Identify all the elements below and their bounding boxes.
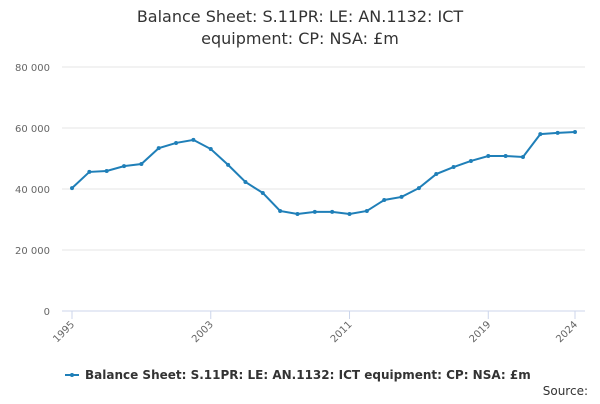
legend-symbol <box>70 373 74 377</box>
series-line <box>71 130 576 216</box>
x-tick-label: 1995 <box>51 319 77 345</box>
y-tick-label: 80 000 <box>15 63 50 74</box>
point <box>208 147 213 152</box>
point <box>503 154 508 159</box>
y-tick-label: 40 000 <box>15 185 50 196</box>
x-tick-label: 2019 <box>468 319 494 345</box>
point <box>451 165 456 170</box>
x-tick-label: 2003 <box>190 319 216 345</box>
point <box>538 132 543 137</box>
point <box>191 137 196 142</box>
point <box>573 129 577 134</box>
point <box>260 190 265 195</box>
x-tick-label: 2024 <box>554 319 580 345</box>
legend-label: Balance Sheet: S.11PR: LE: AN.1132: ICT … <box>85 368 531 382</box>
point <box>312 209 317 214</box>
point <box>382 197 387 202</box>
y-tick-label: 0 <box>44 307 50 318</box>
point <box>486 154 491 159</box>
point <box>174 140 179 145</box>
point <box>434 172 439 177</box>
point <box>399 194 404 199</box>
point <box>330 209 335 214</box>
point <box>243 179 248 184</box>
y-tick-label: 20 000 <box>15 246 50 257</box>
y-tick-label: 60 000 <box>15 124 50 135</box>
point <box>468 158 473 163</box>
point <box>156 146 161 151</box>
x-tick-label: 2011 <box>329 319 355 345</box>
point <box>364 208 369 213</box>
point <box>295 212 300 217</box>
point <box>278 208 283 213</box>
point <box>416 186 421 191</box>
point <box>555 130 560 135</box>
point <box>347 212 352 217</box>
point <box>122 164 127 169</box>
point <box>87 169 92 174</box>
source: Source: <box>543 384 588 398</box>
point <box>139 161 144 166</box>
point <box>520 154 525 159</box>
point <box>104 169 109 174</box>
point <box>70 186 74 191</box>
chart-title: Balance Sheet: S.11PR: LE: AN.1132: ICT e… <box>137 7 464 48</box>
point <box>226 162 231 167</box>
